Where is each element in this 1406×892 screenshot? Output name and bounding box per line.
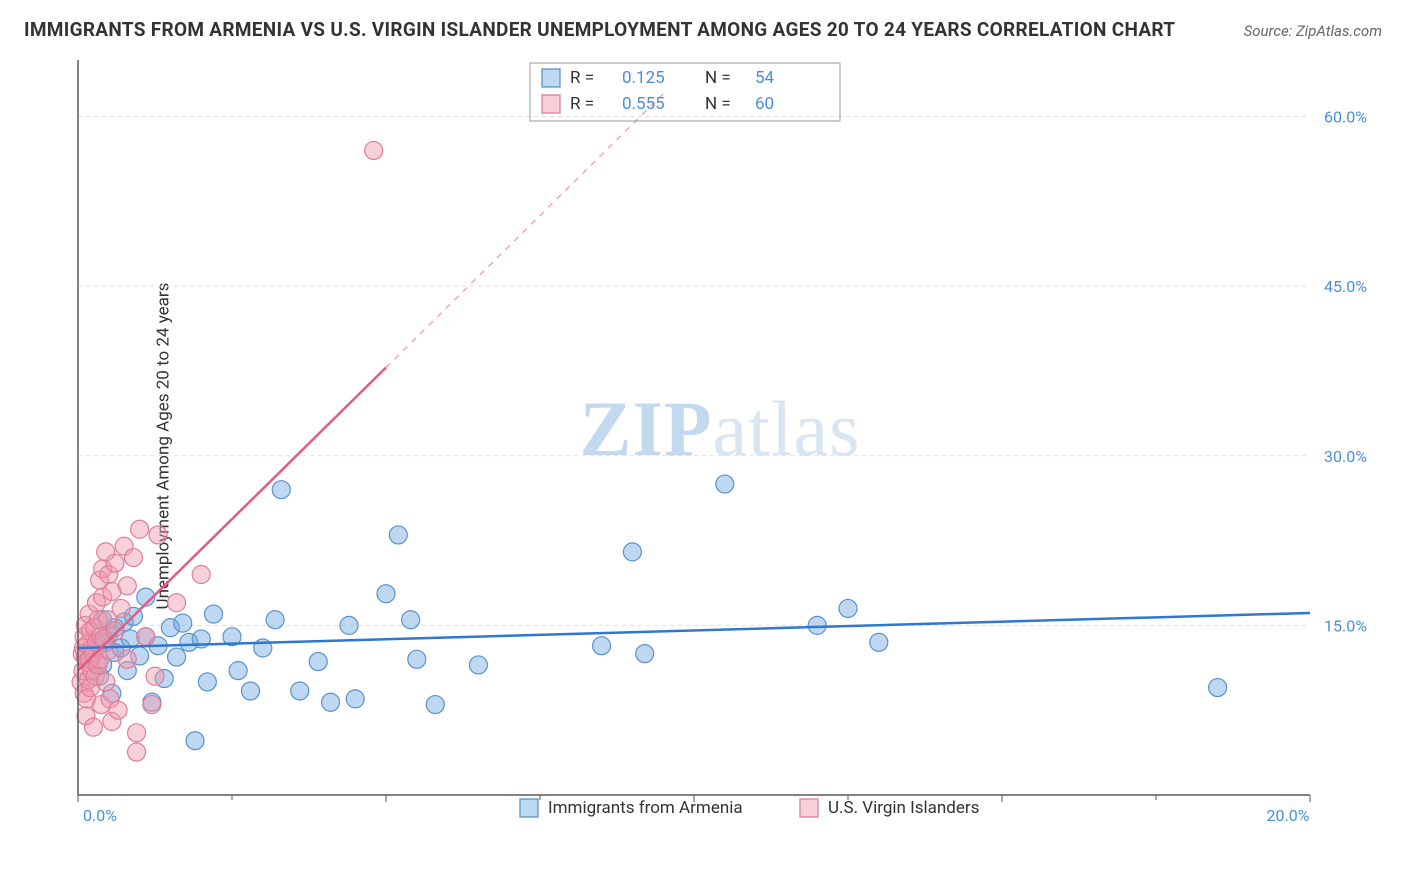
legend-label: U.S. Virgin Islanders [828, 798, 979, 818]
usvi-point [124, 549, 142, 567]
legend-label: Immigrants from Armenia [548, 798, 743, 818]
usvi-point [128, 743, 146, 761]
armenia-point [266, 611, 284, 629]
armenia-point [272, 481, 290, 499]
armenia-point [322, 693, 340, 711]
armenia-point [839, 599, 857, 617]
usvi-point [109, 701, 127, 719]
stats-value: N = [705, 68, 731, 88]
armenia-point [229, 662, 247, 680]
y-tick-label: 15.0% [1324, 616, 1367, 635]
armenia-point [870, 633, 888, 651]
usvi-point [118, 650, 136, 668]
armenia-point [716, 475, 734, 493]
chart-svg: ZIPatlas 15.0%30.0%45.0%60.0% 0.0%20.0% … [60, 55, 1380, 825]
trend-line [78, 613, 1310, 648]
armenia-point [808, 616, 826, 634]
usvi-point [100, 641, 118, 659]
usvi-point [118, 577, 136, 595]
armenia-point [346, 690, 364, 708]
armenia-point [205, 605, 223, 623]
stats-value: 0.125 [622, 68, 665, 88]
usvi-point [143, 696, 161, 714]
armenia-point [408, 650, 426, 668]
armenia-point [377, 585, 395, 603]
watermark: ZIPatlas [580, 385, 861, 472]
usvi-point [106, 622, 124, 640]
armenia-point [241, 682, 259, 700]
armenia-point [469, 656, 487, 674]
usvi-point [84, 718, 102, 736]
stats-swatch [542, 95, 560, 113]
usvi-point [168, 594, 186, 612]
y-tick-label: 45.0% [1324, 277, 1367, 296]
usvi-point [112, 599, 130, 617]
armenia-point [1209, 679, 1227, 697]
y-tick-label: 30.0% [1324, 447, 1367, 466]
usvi-point [192, 566, 210, 584]
usvi-point [128, 724, 146, 742]
armenia-point [389, 526, 407, 544]
source-attribution: Source: ZipAtlas.com [1244, 22, 1382, 40]
stats-value: N = [705, 94, 731, 114]
armenia-point [291, 682, 309, 700]
armenia-point [186, 732, 204, 750]
usvi-point [365, 141, 383, 159]
armenia-point [623, 543, 641, 561]
armenia-point [340, 616, 358, 634]
chart-title: IMMIGRANTS FROM ARMENIA VS U.S. VIRGIN I… [24, 18, 1175, 41]
legend: Immigrants from Armenia U.S. Virgin Islan… [520, 798, 979, 818]
armenia-point [593, 637, 611, 655]
stats-swatch [542, 69, 560, 87]
armenia-point [426, 696, 444, 714]
x-tick-label: 0.0% [83, 806, 117, 825]
usvi-point [149, 526, 167, 544]
usvi-point [97, 673, 115, 691]
armenia-point [174, 614, 192, 632]
stats-value: 54 [755, 68, 775, 88]
legend-swatch [520, 799, 538, 817]
usvi-point [106, 554, 124, 572]
correlation-stats-box: R = 0.125 N = 54 R = 0.555 N = 60 [530, 63, 840, 121]
usvi-point [131, 520, 149, 538]
stats-value: R = [570, 94, 594, 114]
x-tick-label: 20.0% [1267, 806, 1310, 825]
trend-line-extrapolated [386, 94, 663, 368]
y-tick-label: 60.0% [1324, 108, 1367, 127]
armenia-point [636, 645, 654, 663]
stats-value: 60 [755, 94, 774, 114]
usvi-point [146, 667, 164, 685]
stats-value: R = [570, 68, 594, 88]
correlation-chart-page: IMMIGRANTS FROM ARMENIA VS U.S. VIRGIN I… [0, 0, 1406, 892]
armenia-point [402, 611, 420, 629]
plot-area: ZIPatlas 15.0%30.0%45.0%60.0% 0.0%20.0% … [60, 55, 1380, 825]
stats-value: 0.555 [622, 94, 665, 114]
armenia-point [309, 653, 327, 671]
legend-swatch [800, 799, 818, 817]
usvi-point [137, 628, 155, 646]
armenia-point [198, 673, 216, 691]
armenia-point [168, 648, 186, 666]
